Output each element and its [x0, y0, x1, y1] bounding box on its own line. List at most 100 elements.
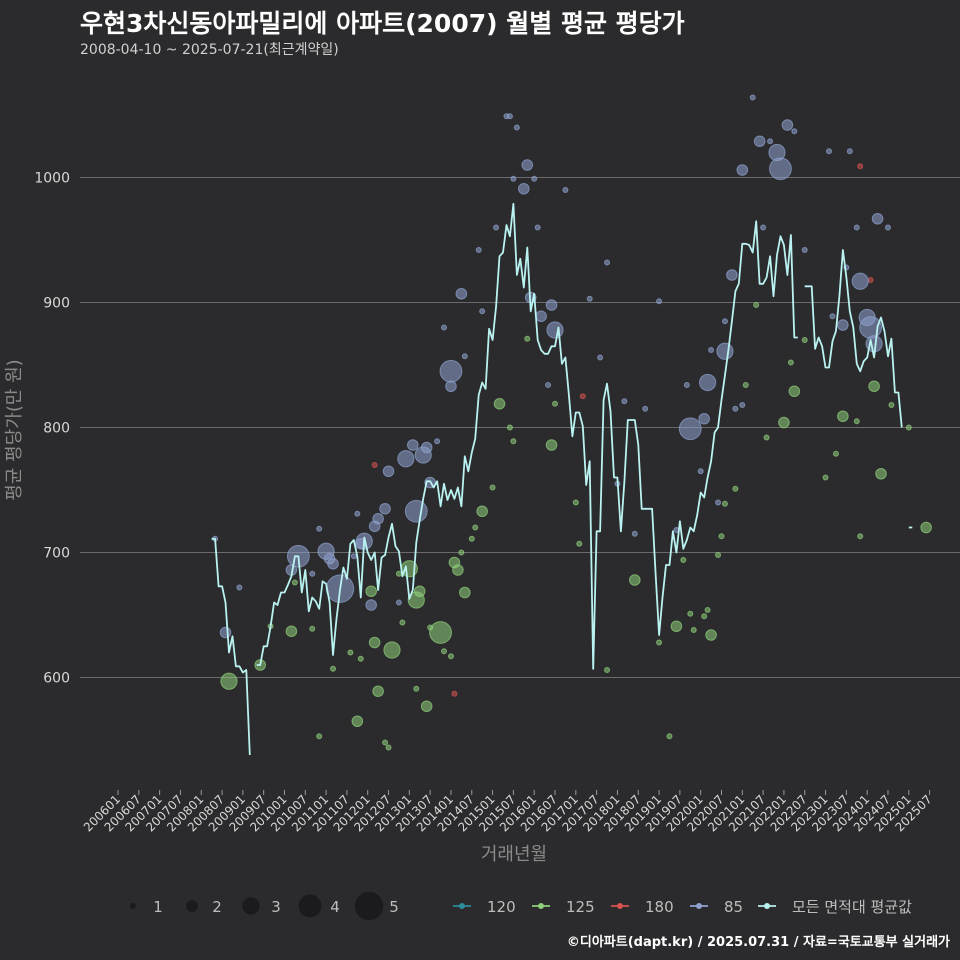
point-125-2013-03 — [413, 685, 420, 692]
point-125-2024-08 — [888, 402, 895, 408]
point-85-2010-09 — [309, 570, 316, 577]
point-180-2012-03 — [371, 462, 378, 468]
legend-label-180: 180 — [645, 898, 674, 916]
point-125-2025-01 — [905, 424, 912, 431]
size-legend-label: 1 — [153, 898, 163, 916]
point-85-2020-11 — [732, 405, 739, 412]
point-85-2011-09 — [350, 553, 357, 560]
point-125-2015-11 — [524, 335, 531, 342]
point-85-2012-02 — [365, 599, 377, 611]
point-125-2011-08 — [347, 649, 354, 656]
point-125-2015-06 — [506, 424, 513, 431]
point-85-2014-01 — [439, 359, 463, 383]
point-125-2011-10 — [351, 715, 364, 728]
point-85-2015-02 — [493, 224, 500, 231]
point-85-2018-09 — [642, 405, 649, 412]
size-legend-dot-2 — [186, 900, 198, 912]
legend-label-average: 모든 면적대 평균값 — [792, 898, 912, 916]
size-legend-label: 3 — [271, 898, 281, 916]
point-125-2017-01 — [572, 499, 579, 506]
point-85-2019-01 — [656, 298, 663, 305]
point-85-2020-08 — [721, 318, 728, 325]
point-85-2024-04 — [871, 212, 884, 225]
point-85-2016-07 — [546, 321, 564, 339]
legend-dot-180 — [617, 903, 623, 909]
size-legend-dot-1 — [130, 903, 136, 909]
point-125-2016-06 — [545, 439, 558, 451]
point-125-2017-10 — [604, 667, 611, 673]
point-125-2017-02 — [576, 540, 583, 547]
point-85-2020-02 — [698, 412, 710, 425]
point-85-2020-08 — [716, 342, 734, 360]
point-85-2008-12 — [236, 584, 243, 591]
point-85-2020-03 — [699, 373, 717, 392]
point-85-2022-07 — [801, 247, 808, 253]
y-axis-label: 평균 평당가(만 원) — [4, 359, 25, 500]
point-85-2023-08 — [846, 148, 853, 155]
point-125-2010-09 — [309, 625, 316, 632]
point-125-2018-06 — [628, 574, 641, 586]
point-125-2014-01 — [447, 653, 454, 660]
point-180-2017-03 — [579, 393, 586, 400]
point-125-2012-10 — [395, 570, 402, 577]
point-125-2022-07 — [801, 337, 808, 343]
point-85-2018-03 — [621, 398, 628, 405]
average-line-segment-1 — [256, 202, 798, 670]
point-85-2014-05 — [461, 353, 468, 360]
point-85-2020-01 — [697, 468, 704, 475]
point-125-2020-02 — [701, 613, 708, 620]
point-85-2012-06 — [379, 502, 391, 515]
y-axis-ticks: 600 700 800 900 1000 — [34, 171, 70, 687]
point-85-2023-06 — [837, 319, 849, 331]
y-tick-label: 800 — [43, 421, 70, 437]
point-125-2019-10 — [687, 610, 694, 617]
point-125-2022-04 — [788, 385, 801, 398]
point-180-2014-02 — [451, 690, 458, 697]
point-125-2021-05 — [753, 302, 760, 308]
size-legend-label: 2 — [212, 898, 222, 916]
point-85-2014-01 — [445, 380, 457, 393]
point-85-2023-03 — [829, 313, 836, 320]
size-legend-label: 5 — [389, 898, 399, 916]
y-tick-label: 900 — [43, 296, 70, 312]
point-85-2014-09 — [475, 247, 482, 253]
point-125-2013-04 — [413, 585, 426, 598]
point-125-2014-04 — [458, 549, 465, 556]
average-line — [211, 202, 913, 756]
point-125-2023-01 — [822, 474, 829, 481]
point-125-2023-04 — [832, 450, 839, 457]
point-85-2017-10 — [604, 259, 611, 266]
point-85-2023-10 — [853, 224, 860, 231]
y-tick-label: 600 — [43, 671, 70, 687]
point-125-2012-08 — [383, 641, 401, 659]
legend: 1 2 3 4 5 120 125 180 85 모든 면적대 평균값 — [130, 891, 912, 921]
point-85-2022-02 — [781, 119, 794, 131]
point-125-2023-06 — [837, 410, 849, 423]
point-85-2024-07 — [884, 224, 891, 231]
point-85-2021-01 — [739, 402, 746, 408]
x-axis-ticks: 2006012006072007012007072008012008072009… — [81, 790, 935, 835]
size-legend-dot-4 — [298, 894, 322, 918]
point-125-2012-06 — [382, 739, 389, 746]
point-85-2013-06 — [420, 441, 433, 454]
point-125-2023-10 — [853, 418, 860, 425]
point-85-2012-07 — [382, 465, 395, 478]
point-85-2012-10 — [395, 599, 402, 606]
point-125-2020-04 — [705, 629, 717, 641]
point-85-2014-10 — [479, 308, 486, 315]
point-85-2021-04 — [749, 94, 756, 101]
y-tick-label: 700 — [43, 546, 70, 562]
point-85-2013-09 — [434, 438, 441, 445]
point-125-2012-04 — [372, 685, 384, 698]
grid-lines — [80, 177, 960, 678]
point-125-2021-02 — [742, 382, 749, 388]
legend-dot-125 — [538, 903, 544, 909]
point-85-2015-10 — [517, 182, 530, 195]
point-125-2014-10 — [476, 505, 488, 518]
x-axis-label: 거래년월 — [481, 844, 547, 865]
point-85-2016-10 — [562, 187, 569, 193]
point-125-2020-08 — [721, 500, 728, 507]
point-125-2021-08 — [763, 434, 770, 441]
legend-label-120: 120 — [487, 898, 516, 916]
size-legend-label: 4 — [330, 898, 340, 916]
